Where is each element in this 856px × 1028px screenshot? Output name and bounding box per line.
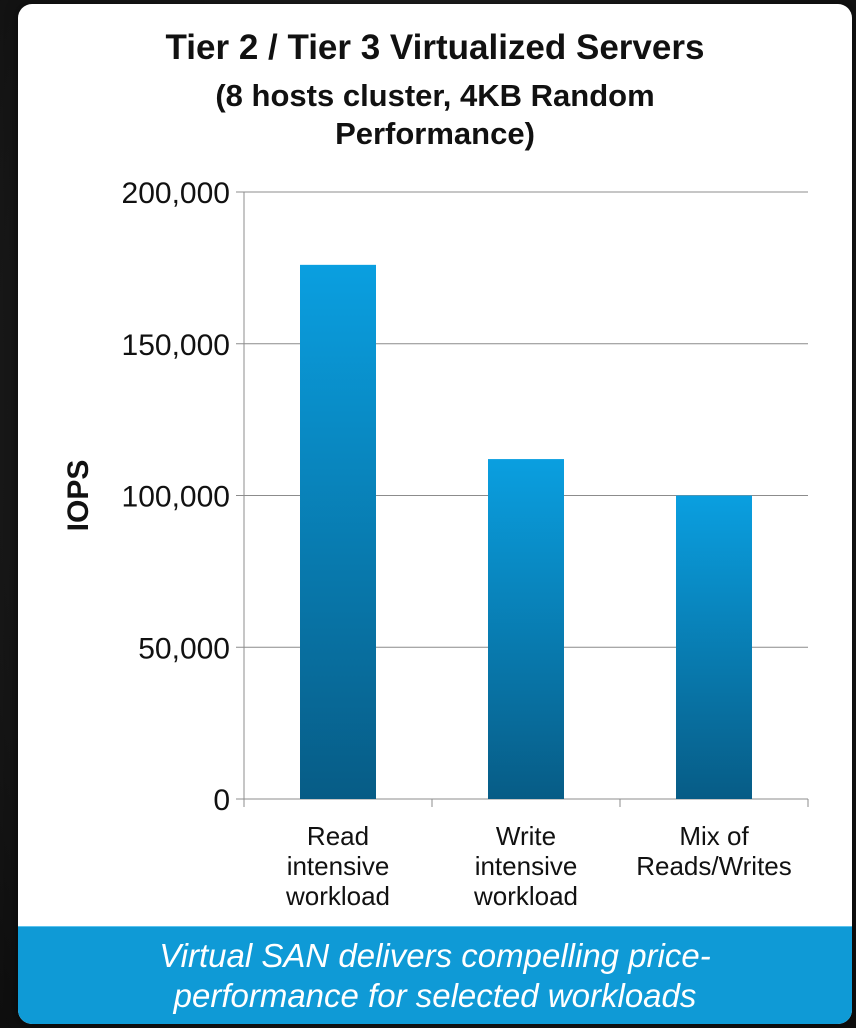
y-tick-label: 50,000 — [138, 632, 230, 665]
y-tick-label: 0 — [213, 784, 230, 817]
y-tick-label: 200,000 — [122, 177, 230, 210]
bar — [676, 495, 752, 799]
x-tick-label: workload — [285, 881, 390, 911]
y-tick-label: 150,000 — [122, 329, 230, 362]
chart-subtitle-line-2: Performance) — [335, 116, 535, 151]
bar — [488, 459, 564, 799]
chart-card: Tier 2 / Tier 3 Virtualized Servers (8 h… — [18, 4, 852, 1024]
banner-line-1: Virtual SAN delivers compelling price- — [159, 937, 711, 974]
y-axis-label: IOPS — [62, 460, 95, 532]
banner-line-2: performance for selected workloads — [173, 977, 697, 1014]
x-tick-label: intensive — [475, 851, 578, 881]
chart-subtitle-line-1: (8 hosts cluster, 4KB Random — [215, 78, 655, 113]
bar-chart: 050,000100,000150,000200,000IOPSReadinte… — [62, 177, 809, 911]
x-tick-label: Reads/Writes — [636, 851, 792, 881]
bar — [300, 264, 376, 800]
x-tick-label: Write — [496, 821, 556, 851]
summary-banner: Virtual SAN delivers compelling price- p… — [18, 926, 852, 1024]
x-tick-label: Mix of — [679, 821, 749, 851]
x-tick-label: intensive — [287, 851, 390, 881]
y-tick-label: 100,000 — [122, 481, 230, 514]
chart-title: Tier 2 / Tier 3 Virtualized Servers — [165, 28, 705, 67]
x-tick-label: Read — [307, 821, 369, 851]
x-tick-label: workload — [473, 881, 578, 911]
